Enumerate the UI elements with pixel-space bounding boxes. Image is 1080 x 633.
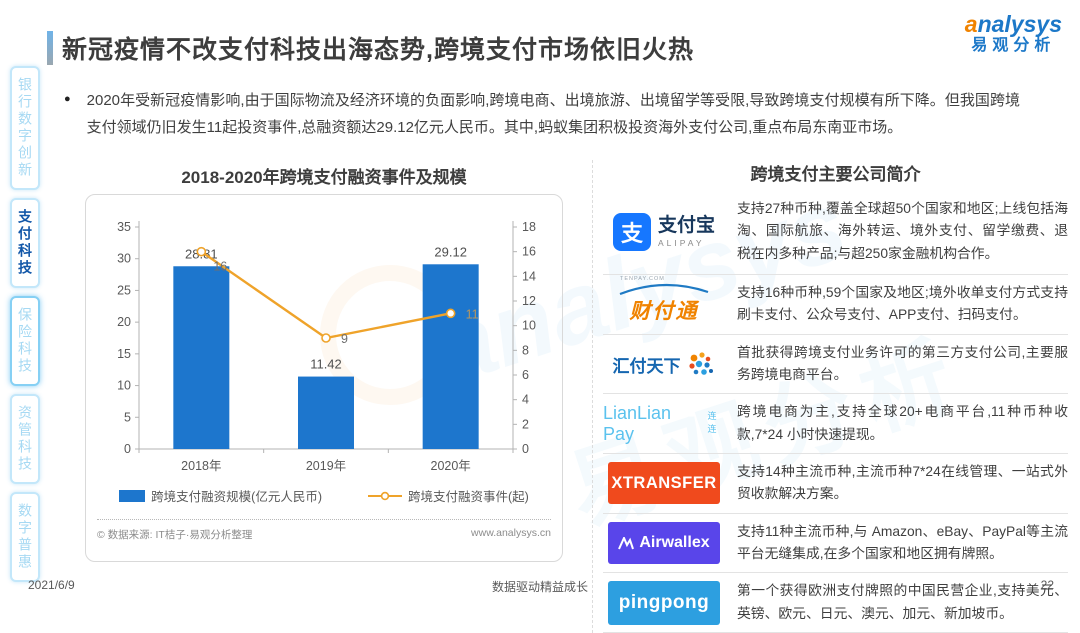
chart-source-row: © 数据来源: IT桔子·易观分析整理 www.analysys.cn xyxy=(97,519,551,542)
sidebar-tab-digital-inclusion[interactable]: 数字普惠 xyxy=(10,492,40,582)
svg-text:12: 12 xyxy=(522,294,536,308)
svg-text:9: 9 xyxy=(341,332,348,346)
svg-text:5: 5 xyxy=(124,410,131,424)
lianlian-sub: 连连 xyxy=(707,410,717,434)
pingpong-badge: pingpong xyxy=(608,580,720,625)
svg-text:0: 0 xyxy=(124,442,131,456)
pingpong-desc: 第一个获得欧洲支付牌照的中国民营企业,支持美元、英镑、欧元、日元、澳元、加元、新… xyxy=(737,583,1068,621)
chart-canvas: 0510152025303502468101214161828.8111.422… xyxy=(117,220,536,473)
sidebar-tab-insurance-tech[interactable]: 保险科技 xyxy=(10,296,40,386)
svg-text:11.42: 11.42 xyxy=(310,357,342,372)
chart-legend: 跨境支付融资规模(亿元人民币) 跨境支付融资事件(起) xyxy=(97,486,551,505)
companies-title: 跨境支付主要公司简介 xyxy=(750,165,921,184)
company-row-alipay: 支 支付宝 ALIPAY 支持27种币种,覆盖全球超50个国家和地区;上线包括海… xyxy=(603,189,1068,276)
sidebar-tab-payment-tech[interactable]: 支付科技 xyxy=(10,198,40,288)
company-row-xtransfer: XTRANSFER 支持14种主流币种,主流币种7*24在线管理、一站式外贸收款… xyxy=(603,454,1068,514)
tenpay-sub: TENPAY.COM xyxy=(620,276,665,283)
airwallex-desc: 支持11种主流币种,与 Amazon、eBay、PayPal等主流平台无缝集成,… xyxy=(737,523,1068,562)
huifu-desc: 首批获得跨境支付业务许可的第三方支付公司,主要服务跨境电商平台。 xyxy=(737,344,1068,383)
svg-text:2018年: 2018年 xyxy=(181,459,221,473)
xtransfer-desc: 支持14种主流币种,主流币种7*24在线管理、一站式外贸收款解决方案。 xyxy=(737,464,1068,502)
tenpay-arc-icon xyxy=(619,284,709,296)
alipay-name: 支付宝 xyxy=(657,214,715,236)
tenpay-logo: TENPAY.COM 财付通 xyxy=(603,276,725,325)
tenpay-desc: 支持16种币种,59个国家及地区;境外收单支付方式支持刷卡支付、公众号支付、AP… xyxy=(737,285,1068,323)
svg-text:18: 18 xyxy=(522,220,536,234)
summary-text: 2020年受新冠疫情影响,由于国际物流及经济环境的负面影响,跨境电商、出境旅游、… xyxy=(86,92,1020,136)
footer-slogan: 数据驱动精益成长 xyxy=(491,580,588,594)
svg-text:15: 15 xyxy=(117,347,131,361)
alipay-icon: 支 xyxy=(612,212,651,251)
svg-text:10: 10 xyxy=(522,319,536,333)
data-source-text: © 数据来源: IT桔子·易观分析整理 xyxy=(97,529,253,541)
section-nav-sidebar: 银行数字创新 支付科技 保险科技 资管科技 数字普惠 xyxy=(5,66,45,582)
lianlian-name: LianLian Pay xyxy=(603,402,672,444)
alipay-desc: 支持27种币种,覆盖全球超50个国家和地区;上线包括海淘、国际航旅、海外转运、境… xyxy=(737,201,1068,261)
companies-section: 跨境支付主要公司简介 支 支付宝 ALIPAY 支持27种币种,覆盖全球超50个… xyxy=(592,160,1068,633)
alipay-logo: 支 支付宝 ALIPAY xyxy=(603,212,725,251)
airwallex-logo: Airwallex xyxy=(603,522,725,565)
svg-text:14: 14 xyxy=(522,269,536,283)
company-row-tenpay: TENPAY.COM 财付通 支持16种币种,59个国家及地区;境外收单支付方式… xyxy=(603,275,1068,335)
sidebar-tab-bank-digital[interactable]: 银行数字创新 xyxy=(10,66,40,190)
analysys-logo: analysys 易观分析 xyxy=(964,11,1062,55)
svg-text:11: 11 xyxy=(466,307,479,321)
legend-line-label: 跨境支付融资事件(起) xyxy=(408,490,529,504)
svg-text:30: 30 xyxy=(117,252,131,266)
page-title: 新冠疫情不改支付科技出海态势,跨境支付市场依旧火热 xyxy=(62,36,694,64)
svg-text:8: 8 xyxy=(522,343,529,357)
lianlian-desc: 跨境电商为主,支持全球20+电商平台,11种币种收款,7*24 小时快速提现。 xyxy=(737,404,1068,442)
legend-item-line: 跨境支付融资事件(起) xyxy=(368,486,529,505)
analysys-logo-cn: 易观分析 xyxy=(971,37,1056,55)
analysys-logo-en: analysys xyxy=(964,11,1062,37)
company-row-airwallex: Airwallex 支持11种主流币种,与 Amazon、eBay、PayPal… xyxy=(603,514,1068,574)
company-row-lianlian: LianLian Pay 连连 跨境电商为主,支持全球20+电商平台,11种币种… xyxy=(603,394,1068,455)
xtransfer-badge: XTRANSFER xyxy=(608,462,720,505)
footer-page-number: 22 xyxy=(1040,578,1054,592)
svg-text:29.12: 29.12 xyxy=(434,244,467,259)
huifu-swirl-icon xyxy=(688,352,713,375)
svg-text:2020年: 2020年 xyxy=(431,459,471,473)
svg-text:25: 25 xyxy=(117,283,131,297)
legend-item-bar: 跨境支付融资规模(亿元人民币) xyxy=(119,486,322,505)
chart-title: 2018-2020年跨境支付融资事件及规模 xyxy=(181,168,467,187)
summary-bullet: ● 2020年受新冠疫情影响,由于国际物流及经济环境的负面影响,跨境电商、出境旅… xyxy=(64,88,1020,141)
tenpay-name: 财付通 xyxy=(629,300,699,324)
legend-line-swatch xyxy=(368,491,402,500)
legend-bar-label: 跨境支付融资规模(亿元人民币) xyxy=(151,490,322,504)
alipay-sub: ALIPAY xyxy=(657,237,705,248)
analysys-url: www.analysys.cn xyxy=(471,527,551,539)
svg-text:16: 16 xyxy=(213,260,227,274)
xtransfer-logo: XTRANSFER xyxy=(603,462,725,505)
title-accent-bar xyxy=(47,31,53,65)
lianlian-logo: LianLian Pay 连连 xyxy=(603,403,725,445)
svg-text:4: 4 xyxy=(522,393,529,407)
huifu-name: 汇付天下 xyxy=(612,356,681,376)
company-row-huifu: 汇付天下 首批获得跨境支付业务许可的第三方支付公司,主要服务跨境电商平台。 xyxy=(603,335,1068,395)
svg-text:16: 16 xyxy=(522,245,536,259)
airwallex-mark-icon xyxy=(618,536,635,550)
company-row-pingpong: pingpong 第一个获得欧洲支付牌照的中国民营企业,支持美元、英镑、欧元、日… xyxy=(603,573,1068,633)
pingpong-logo: pingpong xyxy=(603,580,725,625)
svg-text:2: 2 xyxy=(522,417,529,431)
sidebar-tab-asset-mgmt-tech[interactable]: 资管科技 xyxy=(10,394,40,484)
svg-text:10: 10 xyxy=(117,379,131,393)
footer-date: 2021/6/9 xyxy=(28,578,75,592)
chart-panel: 0510152025303502468101214161828.8111.422… xyxy=(85,194,563,562)
svg-text:35: 35 xyxy=(117,220,131,234)
bullet-marker: ● xyxy=(64,93,71,105)
svg-text:20: 20 xyxy=(117,315,131,329)
svg-text:6: 6 xyxy=(522,368,529,382)
airwallex-name: Airwallex xyxy=(639,534,710,552)
legend-bar-swatch xyxy=(119,489,146,502)
svg-text:0: 0 xyxy=(522,442,529,456)
svg-text:2019年: 2019年 xyxy=(306,459,346,473)
huifu-logo: 汇付天下 xyxy=(603,350,725,378)
